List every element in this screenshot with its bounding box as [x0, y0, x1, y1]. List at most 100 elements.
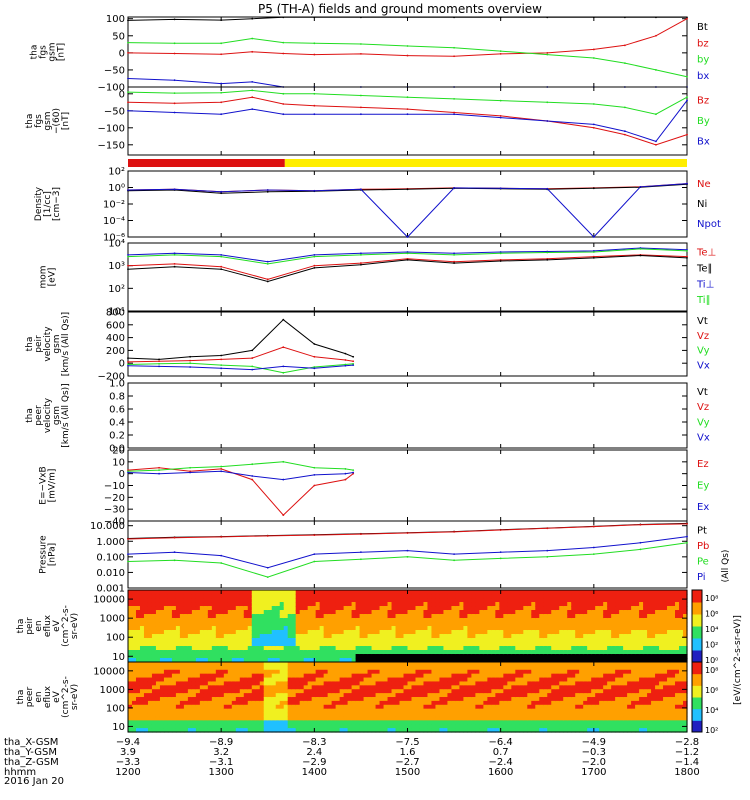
legend-entry: Vz [697, 402, 709, 413]
heatmap-cell [303, 658, 309, 663]
heatmap-cell [199, 681, 205, 686]
heatmap-cell [335, 610, 341, 615]
heatmap-cell [307, 634, 313, 639]
heatmap-cell [303, 602, 309, 607]
heatmap-cell [407, 662, 413, 667]
heatmap-cell [211, 693, 217, 698]
heatmap-cell [567, 646, 572, 651]
heatmap-cell [383, 638, 389, 643]
heatmap-cell [651, 650, 656, 655]
heatmap-cell [239, 728, 245, 733]
heatmap-cell [219, 602, 225, 607]
heatmap-cell [159, 658, 165, 663]
heatmap-cell [427, 658, 433, 663]
heatmap-cell [331, 610, 337, 615]
heatmap-cell [451, 598, 457, 603]
heatmap-cell [391, 594, 397, 599]
heatmap-cell [355, 724, 361, 729]
heatmap-cell [243, 708, 249, 714]
heatmap-cell [271, 681, 277, 686]
heatmap-cell [615, 622, 620, 627]
heatmap-cell [299, 681, 305, 686]
heatmap-cell [335, 618, 341, 623]
heatmap-cell [323, 598, 329, 603]
legend-entry: bx [697, 71, 709, 82]
heatmap-cell [623, 658, 628, 663]
data-point [266, 535, 269, 537]
heatmap-cell [391, 626, 397, 631]
heatmap-cell [479, 708, 484, 714]
heatmap-cell [683, 630, 688, 635]
heatmap-cell [351, 594, 357, 599]
heatmap-cell [583, 598, 588, 603]
heatmap-cell [427, 662, 433, 667]
heatmap-cell [679, 646, 684, 651]
heatmap-cell [419, 693, 425, 698]
heatmap-cell [515, 665, 520, 671]
heatmap-cell [275, 693, 281, 698]
heatmap-cell [547, 618, 552, 623]
heatmap-cell [227, 618, 233, 623]
heatmap-cell [519, 716, 524, 721]
heatmap-cell [383, 642, 389, 647]
heatmap-cell [423, 654, 429, 659]
data-point [639, 254, 642, 257]
heatmap-cell [223, 728, 229, 733]
heatmap-cell [439, 630, 445, 635]
heatmap-cell [387, 673, 393, 679]
heatmap-cell [247, 638, 253, 643]
y-tick-label: −50 [104, 65, 125, 76]
heatmap-cell [495, 626, 500, 631]
heatmap-cell [239, 602, 245, 607]
heatmap-cell [543, 610, 548, 615]
data-point [546, 53, 549, 56]
heatmap-cell [351, 700, 357, 706]
data-point [220, 465, 223, 468]
heatmap-cell [147, 590, 153, 595]
heatmap-cell [287, 634, 293, 639]
heatmap-cell [275, 724, 281, 729]
heatmap-cell [147, 594, 153, 599]
heatmap-cell [167, 669, 173, 675]
heatmap-cell [167, 654, 173, 659]
heatmap-cell [235, 626, 241, 631]
heatmap-cell [447, 642, 453, 647]
heatmap-cell [335, 708, 341, 714]
heatmap-cell [475, 610, 480, 615]
heatmap-cell [411, 622, 417, 627]
heatmap-cell [343, 638, 349, 643]
heatmap-cell [491, 626, 496, 631]
heatmap-cell [667, 650, 672, 655]
heatmap-cell [503, 638, 508, 643]
heatmap-cell [223, 630, 229, 635]
heatmap-cell [203, 618, 209, 623]
heatmap-cell [511, 630, 516, 635]
heatmap-cell [611, 610, 616, 615]
heatmap-cell [191, 626, 197, 631]
heatmap-cell [307, 704, 313, 710]
heatmap-cell [128, 590, 133, 595]
heatmap-cell [311, 697, 317, 702]
heatmap-cell [611, 646, 616, 651]
heatmap-cell [483, 693, 488, 698]
heatmap-cell [335, 598, 341, 603]
heatmap-cell [207, 646, 213, 651]
heatmap-cell [615, 634, 620, 639]
heatmap-cell [231, 646, 237, 651]
heatmap-cell [211, 716, 217, 721]
heatmap-cell [487, 662, 492, 667]
heatmap-cell [199, 658, 205, 663]
heatmap-cell [615, 642, 620, 647]
heatmap-cell [231, 665, 237, 671]
heatmap-cell [375, 654, 381, 659]
heatmap-cell [331, 626, 337, 631]
heatmap-cell [435, 646, 441, 651]
heatmap-cell [391, 610, 397, 615]
heatmap-cell [423, 594, 429, 599]
heatmap-cell [531, 654, 536, 659]
heatmap-cell [511, 693, 516, 698]
heatmap-cell [339, 716, 345, 721]
heatmap-cell [187, 673, 193, 679]
heatmap-cell [267, 658, 273, 663]
heatmap-cell [463, 594, 468, 599]
